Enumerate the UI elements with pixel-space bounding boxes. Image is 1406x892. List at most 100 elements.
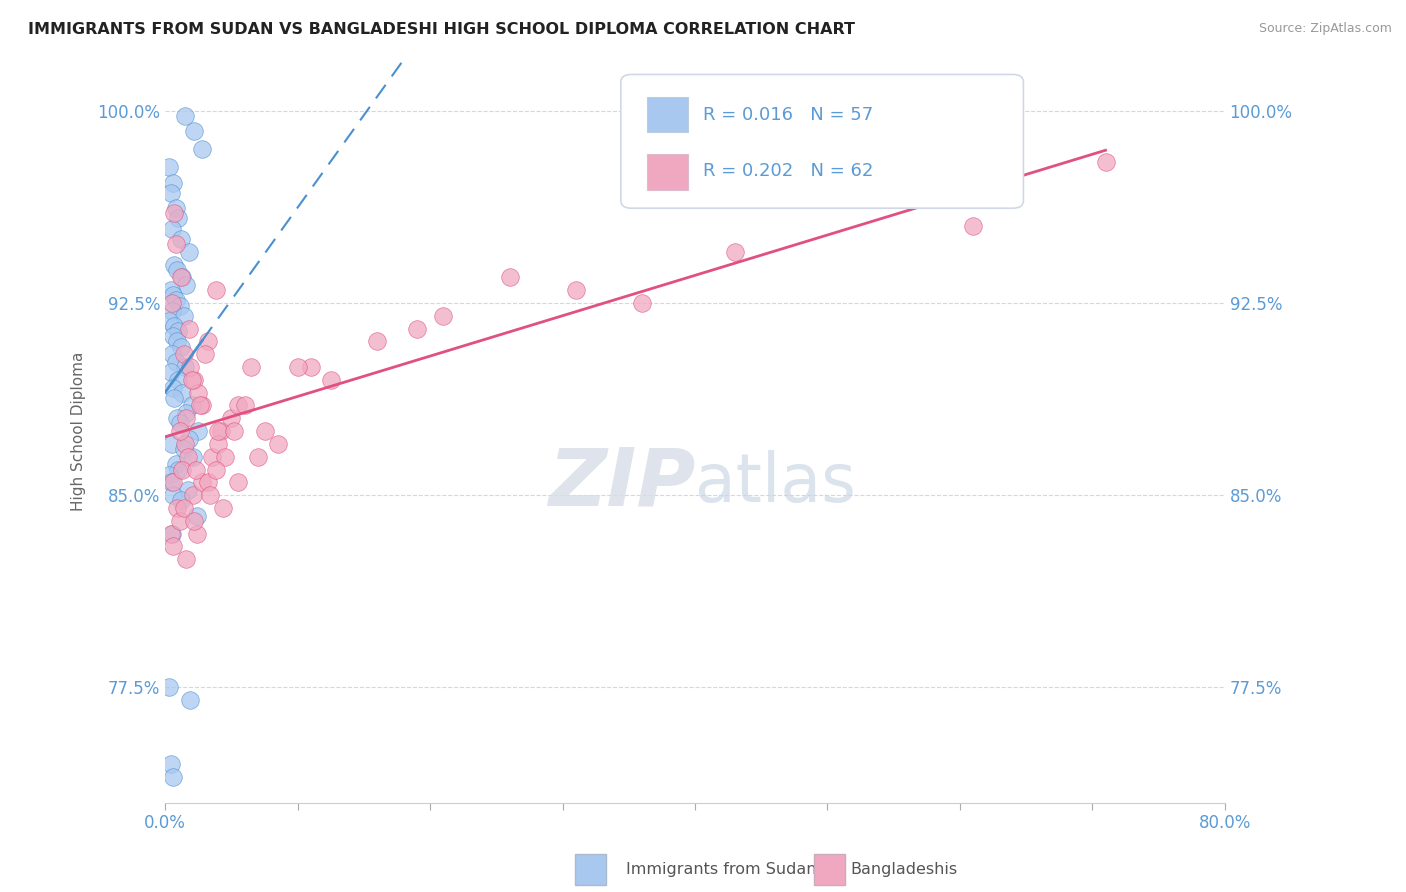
Point (184, 462, 207, 476)
Point (197, 475, 219, 490)
Point (177, 450, 200, 464)
Point (165, 293, 187, 308)
Point (226, 399, 249, 413)
Point (170, 270, 193, 285)
Point (170, 493, 193, 508)
Point (299, 359, 322, 374)
Point (157, 160, 180, 174)
Point (177, 483, 200, 497)
Point (160, 526, 183, 541)
Point (170, 340, 193, 354)
Point (159, 283, 181, 297)
Point (165, 355, 187, 369)
Point (169, 514, 191, 528)
Point (166, 500, 188, 515)
Point (962, 219, 984, 234)
FancyBboxPatch shape (647, 154, 688, 190)
Point (167, 462, 190, 476)
Text: R = 0.202   N = 62: R = 0.202 N = 62 (703, 162, 873, 180)
Point (160, 347, 183, 361)
Point (159, 186, 181, 200)
Point (186, 526, 208, 541)
Text: atlas: atlas (695, 450, 856, 516)
Point (1094, 155, 1116, 169)
Point (253, 424, 276, 438)
Point (432, 309, 454, 323)
Point (194, 347, 217, 361)
Point (162, 540, 184, 554)
FancyBboxPatch shape (621, 74, 1024, 208)
Point (191, 399, 214, 413)
Point (177, 321, 200, 335)
Point (163, 391, 186, 405)
Point (287, 359, 309, 374)
Point (212, 500, 235, 515)
Point (159, 475, 181, 490)
Point (183, 373, 205, 387)
Point (157, 467, 180, 482)
Point (246, 450, 269, 464)
Point (191, 142, 214, 156)
Point (179, 359, 201, 374)
Point (181, 450, 204, 464)
Point (183, 124, 205, 138)
Point (166, 262, 188, 277)
Point (162, 770, 184, 784)
Point (187, 385, 209, 400)
Point (165, 458, 187, 472)
Point (172, 270, 194, 285)
Point (170, 232, 193, 246)
Point (221, 411, 243, 425)
Point (173, 347, 195, 361)
Point (162, 176, 184, 190)
Point (165, 201, 187, 215)
Point (172, 462, 194, 476)
Point (191, 475, 214, 490)
Point (160, 296, 183, 310)
Text: ZIP: ZIP (547, 444, 695, 522)
Point (159, 757, 181, 772)
Point (162, 288, 184, 302)
Point (179, 693, 201, 707)
Point (157, 681, 180, 695)
Point (160, 221, 183, 235)
Point (724, 244, 747, 259)
Point (174, 359, 197, 374)
Point (204, 283, 226, 297)
Point (169, 299, 191, 313)
Point (163, 258, 186, 272)
Point (173, 309, 195, 323)
Point (214, 450, 236, 464)
Point (222, 424, 245, 438)
Point (207, 437, 229, 451)
Point (169, 424, 191, 438)
Point (200, 450, 222, 464)
Text: Bangladeshis: Bangladeshis (851, 863, 957, 877)
Point (188, 399, 211, 413)
Point (162, 488, 184, 502)
Point (197, 334, 219, 349)
Point (180, 399, 202, 413)
Point (565, 283, 588, 297)
Point (176, 552, 198, 566)
Text: R = 0.016   N = 57: R = 0.016 N = 57 (703, 105, 873, 124)
Point (162, 329, 184, 343)
Point (200, 488, 222, 502)
Point (174, 437, 197, 451)
Point (163, 319, 186, 334)
Point (165, 237, 187, 252)
Point (159, 365, 181, 379)
Point (226, 475, 249, 490)
Point (366, 334, 388, 349)
Point (176, 406, 198, 420)
Point (160, 303, 183, 318)
Point (181, 488, 204, 502)
Point (167, 324, 190, 338)
Point (240, 359, 263, 374)
Y-axis label: High School Diploma: High School Diploma (72, 351, 86, 511)
Point (187, 424, 209, 438)
Point (176, 411, 198, 425)
Point (173, 442, 195, 456)
Point (157, 314, 180, 328)
Point (162, 475, 184, 490)
